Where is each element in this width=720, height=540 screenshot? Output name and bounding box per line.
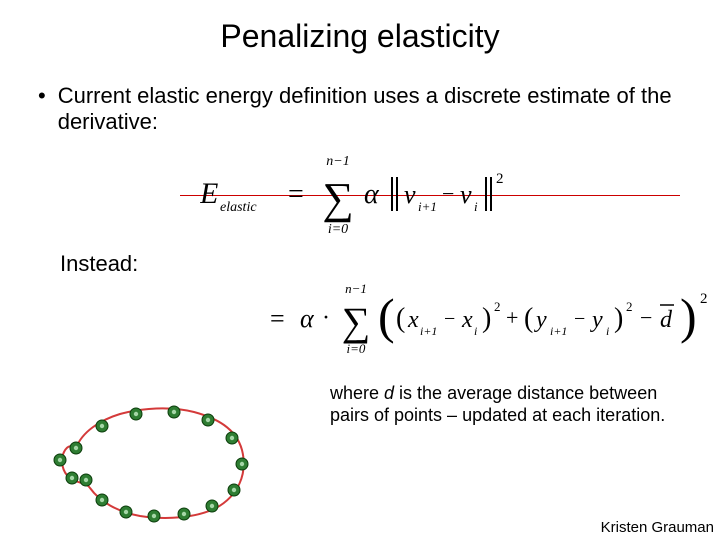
contour-diagram bbox=[46, 378, 266, 538]
contour-node-inner bbox=[230, 436, 234, 440]
contour-node-inner bbox=[84, 478, 88, 482]
eq2-minus2: − bbox=[574, 308, 585, 330]
eq2-equals: = bbox=[270, 304, 285, 333]
explanation-text: where d is the average distance between … bbox=[330, 382, 690, 426]
eq1-sigma: ∑ bbox=[322, 174, 353, 223]
eq1-E: E bbox=[200, 177, 218, 210]
eq2-rparen2: ) bbox=[614, 303, 623, 334]
eq2-x2: x bbox=[461, 307, 473, 333]
eq2-pow1: 2 bbox=[494, 299, 501, 314]
eq2-rparen1: ) bbox=[482, 303, 491, 334]
eq1-v2: ν bbox=[460, 180, 472, 209]
contour-node-inner bbox=[182, 512, 186, 516]
eq2-sigma: ∑ bbox=[342, 299, 371, 344]
bullet-text: Current elastic energy definition uses a… bbox=[58, 83, 690, 135]
equation-1: E elastic = n−1 ∑ i=0 α ν i+1 − ν i 2 bbox=[200, 151, 530, 239]
eq2-y1: y bbox=[534, 307, 547, 333]
eq2-alpha: α bbox=[300, 304, 315, 333]
explain-var: d bbox=[384, 383, 394, 403]
equation-2-container: = α · n−1 ∑ i=0 ( ( x i+1 − x i ) 2 + ( bbox=[30, 281, 690, 359]
eq2-pow2: 2 bbox=[626, 299, 633, 314]
equation-1-container: E elastic = n−1 ∑ i=0 α ν i+1 − ν i 2 bbox=[30, 151, 690, 241]
contour-node-inner bbox=[210, 504, 214, 508]
eq1-alpha: α bbox=[364, 179, 380, 210]
contour-node-inner bbox=[74, 446, 78, 450]
bullet-marker: • bbox=[38, 83, 46, 109]
equation-2: = α · n−1 ∑ i=0 ( ( x i+1 − x i ) 2 + ( bbox=[270, 281, 720, 359]
eq1-equals: = bbox=[288, 179, 304, 210]
eq2-pow-outer: 2 bbox=[700, 291, 708, 307]
eq2-plus: + bbox=[506, 305, 518, 330]
credit-text: Kristen Grauman bbox=[601, 519, 714, 536]
eq2-dot: · bbox=[322, 305, 330, 331]
explain-pre: where bbox=[330, 383, 384, 403]
contour-node-inner bbox=[58, 458, 62, 462]
eq2-sum-top: n−1 bbox=[345, 281, 367, 296]
eq1-v1: ν bbox=[404, 180, 416, 209]
eq2-outer-lparen: ( bbox=[378, 288, 395, 344]
contour-node-inner bbox=[100, 498, 104, 502]
contour-node-inner bbox=[70, 476, 74, 480]
eq2-y1sub: i+1 bbox=[550, 324, 567, 338]
eq1-minus: − bbox=[442, 181, 454, 206]
contour-node-inner bbox=[206, 418, 210, 422]
eq2-y2: y bbox=[590, 307, 603, 333]
eq2-dbar: d bbox=[660, 307, 673, 333]
eq1-pow: 2 bbox=[496, 171, 504, 187]
eq2-y2sub: i bbox=[606, 324, 609, 338]
eq2-x1sub: i+1 bbox=[420, 324, 437, 338]
slide-title: Penalizing elasticity bbox=[30, 18, 690, 55]
eq2-x1: x bbox=[407, 307, 419, 333]
eq1-sum-top: n−1 bbox=[326, 154, 349, 169]
eq1-Esub: elastic bbox=[220, 200, 257, 215]
contour-node-inner bbox=[100, 424, 104, 428]
contour-nodes bbox=[54, 406, 248, 522]
eq2-minus3: − bbox=[640, 305, 652, 330]
instead-label: Instead: bbox=[60, 251, 690, 277]
eq2-minus1: − bbox=[444, 308, 455, 330]
eq1-v1sub: i+1 bbox=[418, 199, 437, 214]
eq2-lparen2: ( bbox=[524, 303, 533, 334]
eq2-lparen1: ( bbox=[396, 303, 405, 334]
contour-node-inner bbox=[134, 412, 138, 416]
eq2-sum-bot: i=0 bbox=[347, 341, 366, 356]
contour-node-inner bbox=[124, 510, 128, 514]
bullet-row: • Current elastic energy definition uses… bbox=[38, 83, 690, 135]
contour-node-inner bbox=[152, 514, 156, 518]
eq2-outer-rparen: ) bbox=[680, 288, 697, 344]
slide: Penalizing elasticity • Current elastic … bbox=[0, 0, 720, 540]
contour-node-inner bbox=[172, 410, 176, 414]
eq2-x2sub: i bbox=[474, 324, 477, 338]
eq1-v2sub: i bbox=[474, 199, 478, 214]
eq1-sum-bot: i=0 bbox=[328, 222, 348, 237]
contour-node-inner bbox=[232, 488, 236, 492]
contour-node-inner bbox=[240, 462, 244, 466]
